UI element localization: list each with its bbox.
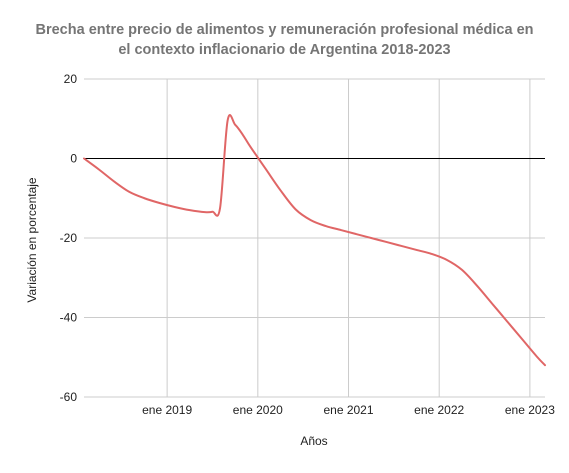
y-tick-label: -40 xyxy=(60,311,78,325)
y-axis-title: Variación en porcentaje xyxy=(25,177,39,303)
y-tick-label: -20 xyxy=(60,231,78,245)
x-tick-label: ene 2023 xyxy=(505,403,555,417)
x-tick-label: ene 2021 xyxy=(323,403,373,417)
x-tick-label: ene 2022 xyxy=(414,403,464,417)
y-axis-tick-labels: 20 0 -20 -40 -60 xyxy=(60,72,78,404)
y-tick-label: -60 xyxy=(60,390,78,404)
y-tick-label: 0 xyxy=(70,152,77,166)
chart-title: Brecha entre precio de alimentos y remun… xyxy=(0,20,569,60)
series-line xyxy=(83,114,546,367)
chart-title-line-1: Brecha entre precio de alimentos y remun… xyxy=(35,22,534,38)
x-axis-tick-labels: ene 2019 ene 2020 ene 2021 ene 2022 ene 2023 xyxy=(142,403,555,417)
chart-title-line-2: el contexto inflacionario de Argentina 2… xyxy=(118,42,451,58)
x-tick-label: ene 2020 xyxy=(233,403,283,417)
y-tick-label: 20 xyxy=(64,72,78,86)
x-tick-label: ene 2019 xyxy=(142,403,192,417)
series-layer xyxy=(83,114,546,367)
x-axis-title: Años xyxy=(300,434,327,448)
grid-lines xyxy=(84,78,545,398)
